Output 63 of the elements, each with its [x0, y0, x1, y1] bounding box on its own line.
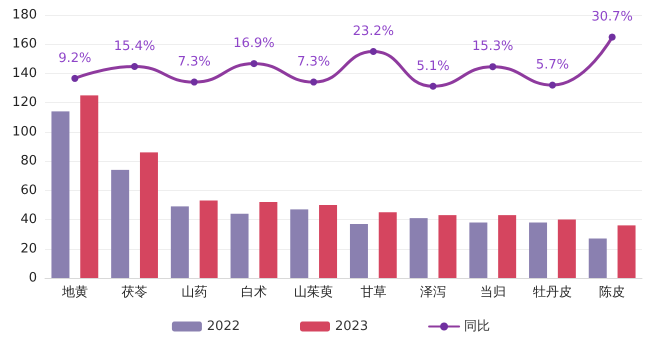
y-tick-label: 140 [12, 66, 37, 81]
point [370, 48, 377, 56]
x-tick-label: 山茱萸 [294, 285, 334, 300]
bar [170, 206, 189, 278]
data-label: 5.1% [416, 58, 450, 74]
bar [140, 152, 158, 278]
x-tick-label: 当归 [480, 285, 506, 300]
point [548, 82, 556, 89]
y-tick-label: 60 [20, 182, 37, 198]
bar [558, 220, 576, 278]
bar [259, 202, 278, 278]
data-label: 7.3% [297, 54, 330, 70]
x-tick-label: 地黄 [60, 285, 88, 300]
point [430, 82, 437, 90]
y-tick-label: 180 [12, 8, 37, 22]
bar [230, 214, 249, 278]
point [190, 78, 198, 86]
point [608, 34, 616, 41]
bar [618, 225, 636, 278]
point [310, 78, 318, 86]
data-label: 15.4% [114, 39, 156, 54]
data-label: 23.2% [352, 24, 394, 40]
bar [469, 222, 488, 278]
x-tick-label: 陈皮 [599, 285, 626, 300]
x-tick-label: 牡丹皮 [532, 285, 572, 300]
point [71, 74, 78, 82]
y-tick-label: 160 [12, 36, 37, 52]
y-tick-label: 100 [12, 124, 37, 140]
bar [529, 222, 548, 278]
bar [378, 212, 397, 278]
bar [350, 224, 368, 278]
point [250, 60, 258, 68]
bar [410, 218, 428, 278]
bar [588, 238, 607, 278]
x-tick-label: 甘草 [360, 285, 386, 300]
y-tick-label: 80 [20, 154, 37, 169]
data-label: 9.2% [58, 50, 92, 66]
bar [438, 215, 456, 278]
x-tick-label: 白术 [240, 285, 267, 300]
bar [111, 170, 130, 278]
y-tick-label: 0 [28, 270, 37, 286]
legend-label: 2022 [206, 319, 240, 334]
y-tick-label: 120 [12, 95, 37, 110]
bar [80, 95, 98, 278]
x-tick-label: 泽泻 [420, 285, 446, 300]
data-label: 7.3% [178, 54, 211, 70]
point [131, 63, 138, 70]
x-tick-label: 山药 [181, 285, 208, 300]
x-tick-label: 茯苓 [122, 285, 148, 300]
point [489, 63, 496, 70]
data-label: 5.7% [536, 58, 569, 73]
y-tick-label: 40 [20, 212, 37, 228]
data-label: 30.7% [591, 10, 633, 25]
data-label: 15.3% [472, 39, 514, 54]
bar [498, 215, 516, 278]
bar [290, 209, 308, 278]
data-label: 16.9% [233, 36, 275, 52]
bar [319, 204, 338, 278]
bar [51, 111, 70, 278]
legend-label: 同比 [464, 319, 490, 334]
bar [200, 200, 218, 278]
y-tick-label: 20 [20, 241, 37, 256]
legend-label: 2023 [335, 319, 368, 334]
